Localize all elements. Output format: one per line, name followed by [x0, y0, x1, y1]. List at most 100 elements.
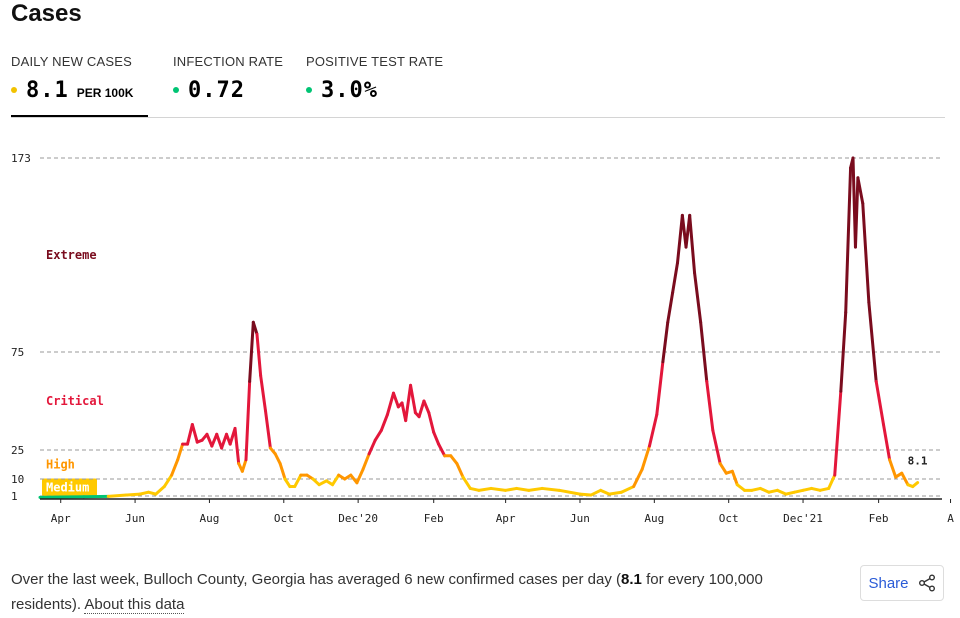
y-gridlines [40, 157, 942, 497]
series-segment [373, 428, 383, 442]
about-this-data-link[interactable]: About this data [84, 596, 185, 614]
x-tick-label: A [947, 512, 954, 525]
series-segment [856, 176, 865, 206]
annotations: 8.1 [908, 455, 928, 468]
metric-daily-new-cases[interactable]: DAILY NEW CASES 8.1 PER 100K [11, 54, 133, 103]
series-segment [578, 492, 593, 497]
series-segment [240, 458, 248, 473]
summary-text: Over the last week, Bulloch County, Geor… [11, 567, 821, 617]
series-segment [422, 399, 431, 415]
share-button[interactable]: Share [860, 565, 944, 601]
series-segment [557, 488, 582, 496]
x-axis-ticks: Apr Jun Aug Oct Dec'20 Feb Apr Jun Aug Oct Dec'21 F… [51, 499, 954, 525]
series-segment [154, 485, 166, 496]
series-segment [874, 379, 885, 427]
series-segment [259, 374, 267, 413]
series-segment [264, 409, 272, 450]
series-segment [489, 486, 508, 492]
series-segment [699, 320, 709, 383]
level-label-high: High [46, 458, 75, 472]
series-segment [455, 462, 465, 479]
x-tick-label: Aug [644, 512, 664, 525]
x-tick-label: Oct [274, 512, 294, 525]
series-segment [607, 490, 623, 496]
cases-line-chart: Extreme Critical High Medium 1 10 25 75 173 Apr… [11, 152, 954, 525]
series-segment [404, 383, 413, 423]
series-segment [190, 423, 199, 444]
series-segment [515, 486, 531, 492]
series-segment [477, 486, 493, 492]
series-segment [867, 301, 878, 383]
metric-positive-test-rate[interactable]: POSITIVE TEST RATE 3.0% [306, 54, 443, 103]
series-segment [244, 379, 252, 462]
series-segment [391, 391, 400, 409]
series-segment [827, 473, 837, 490]
y-tick-label: 75 [11, 346, 24, 359]
x-tick-label: Jun [125, 512, 145, 525]
series-segment [711, 428, 722, 466]
series-segment [688, 213, 697, 275]
series-segment [844, 166, 853, 314]
series-segment [385, 391, 395, 417]
yellow-status-dot-icon [11, 87, 17, 93]
y-axis-ticks: 1 10 25 75 173 [11, 152, 31, 503]
x-tick-label: Apr [496, 512, 516, 525]
series-segment [331, 473, 341, 487]
series-segment [853, 176, 860, 249]
y-tick-label: 10 [11, 473, 24, 486]
page-title: Cases [11, 0, 82, 27]
selected-tab-underline [11, 115, 148, 117]
series-segment [861, 202, 871, 305]
x-tick-label: Aug [199, 512, 219, 525]
share-icon [918, 574, 935, 592]
x-tick-label: Dec'21 [783, 512, 823, 525]
series-segment [437, 442, 447, 458]
x-tick-label: Feb [869, 512, 889, 525]
metric-label: DAILY NEW CASES [11, 54, 132, 69]
series-segment [125, 492, 142, 497]
metric-unit: PER 100K [76, 86, 134, 100]
tabs-divider [11, 117, 945, 118]
series-segment [888, 458, 898, 479]
x-tick-label: Oct [719, 512, 739, 525]
series-segment [449, 454, 459, 466]
risk-levels: Extreme Critical High Medium [42, 248, 104, 497]
metric-value: 8.1 [26, 78, 69, 103]
share-label: Share [868, 574, 909, 592]
series-segment [900, 471, 910, 487]
y-tick-label: 25 [11, 444, 24, 457]
metric-value: 3.0% [321, 78, 378, 103]
series-segment [540, 486, 561, 492]
series-segment [675, 213, 684, 265]
series-segment [355, 467, 365, 485]
series-segment [215, 432, 224, 450]
series-segment [632, 467, 644, 489]
series-segment [666, 291, 675, 324]
series-segment [833, 389, 843, 477]
series-segment [432, 430, 441, 446]
level-medium-badge [42, 478, 97, 497]
series-segment [881, 423, 892, 462]
series-segment [839, 310, 848, 393]
series-segment [205, 432, 214, 448]
series-segment [730, 469, 739, 487]
series-segment [619, 485, 636, 494]
series-segment [911, 481, 920, 489]
y-tick-label: 1 [11, 490, 18, 503]
x-tick-label: Apr [51, 512, 71, 525]
series-segment [527, 486, 544, 492]
series-segment [775, 488, 788, 496]
metric-infection-rate[interactable]: INFECTION RATE 0.72 [173, 54, 284, 103]
series-segment [599, 488, 611, 496]
series-segment [427, 411, 436, 434]
series-segment [170, 458, 180, 477]
series-segment [379, 413, 389, 432]
series-segment [409, 383, 417, 415]
series-segment [361, 452, 371, 471]
series-segment [705, 379, 715, 432]
level-label-critical: Critical [46, 394, 104, 408]
series-segment [504, 486, 519, 492]
series-segment [162, 473, 174, 489]
level-label-extreme: Extreme [46, 248, 97, 262]
metric-label: INFECTION RATE [173, 54, 284, 69]
